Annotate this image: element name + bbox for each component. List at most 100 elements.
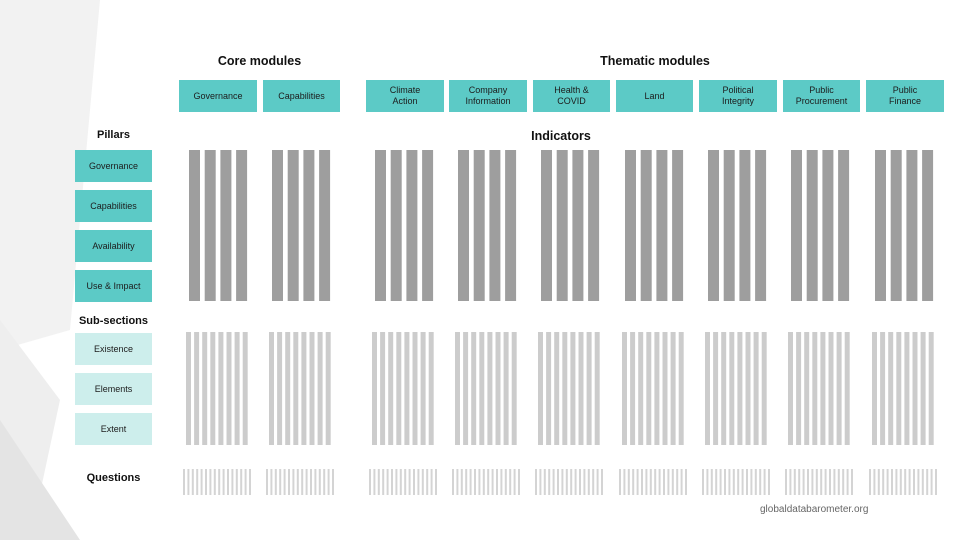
question-bar — [815, 469, 818, 495]
module-climate-action: Climate Action — [366, 80, 444, 112]
question-bar — [452, 469, 454, 495]
subsection-bar — [761, 332, 767, 445]
question-bar — [561, 469, 564, 495]
question-bar — [548, 469, 551, 495]
question-bar — [292, 469, 295, 495]
question-bar — [658, 469, 661, 495]
indicator-bar — [220, 150, 232, 301]
question-bar — [724, 469, 726, 495]
question-bar — [395, 469, 398, 495]
subsection-bar — [753, 332, 759, 445]
subsection-bar — [638, 332, 644, 445]
question-bar — [270, 469, 273, 495]
question-bar — [435, 469, 437, 495]
question-bar — [583, 469, 586, 495]
subsection-bar — [622, 332, 627, 445]
question-bar — [746, 469, 748, 495]
subsection-bar — [912, 332, 918, 445]
question-bar — [487, 469, 490, 495]
question-bar — [244, 469, 247, 495]
subsection-bar — [269, 332, 274, 445]
question-bar — [601, 469, 603, 495]
question-bar — [288, 469, 290, 495]
question-bar — [715, 469, 718, 495]
question-bar — [240, 469, 243, 495]
indicator-bar — [906, 150, 918, 301]
indicator-bar — [672, 150, 684, 301]
subsection-bar — [412, 332, 418, 445]
question-bar — [706, 469, 709, 495]
subsection-bar — [554, 332, 560, 445]
subsection-bar — [570, 332, 576, 445]
indicator-bar — [189, 150, 200, 301]
subsection-bar — [586, 332, 592, 445]
pillar-use-impact: Use & Impact — [75, 270, 152, 302]
question-bar — [513, 469, 516, 495]
indicator-bar — [236, 150, 248, 301]
question-bar — [456, 469, 459, 495]
subsection-bar — [812, 332, 818, 445]
subsection-bar — [309, 332, 315, 445]
subsection-extent: Extent — [75, 413, 152, 445]
subsection-bar — [487, 332, 493, 445]
question-bar — [191, 469, 194, 495]
subsection-bar — [670, 332, 676, 445]
subsection-bar — [503, 332, 509, 445]
question-bar — [539, 469, 542, 495]
subsection-bar — [630, 332, 636, 445]
subsection-bar — [721, 332, 727, 445]
subsection-bar — [820, 332, 826, 445]
indicator-bar — [588, 150, 600, 301]
questions-label: Questions — [86, 472, 141, 484]
indicator-bar — [572, 150, 584, 301]
question-bar — [737, 469, 740, 495]
question-bar — [935, 469, 937, 495]
subsection-bar — [662, 332, 668, 445]
question-bar — [504, 469, 507, 495]
question-bar — [619, 469, 621, 495]
question-bar — [886, 469, 889, 495]
question-bar — [592, 469, 595, 495]
subsection-bar — [904, 332, 910, 445]
subsection-bar — [788, 332, 793, 445]
indicator-bar — [625, 150, 636, 301]
question-bar — [274, 469, 277, 495]
pillar-availability: Availability — [75, 230, 152, 262]
question-bar — [750, 469, 753, 495]
subsection-bar — [796, 332, 802, 445]
indicator-bar — [422, 150, 434, 301]
subsection-bar — [880, 332, 886, 445]
question-bar — [627, 469, 630, 495]
question-bar — [413, 469, 415, 495]
question-bar — [296, 469, 299, 495]
question-bar — [623, 469, 626, 495]
subsection-bar — [495, 332, 501, 445]
footer-url: globaldatabarometer.org — [760, 504, 869, 515]
question-bar — [552, 469, 555, 495]
module-company-information: Company Information — [449, 80, 527, 112]
question-bar — [478, 469, 481, 495]
pillar-governance: Governance — [75, 150, 152, 182]
subsection-bar — [836, 332, 842, 445]
question-bar — [820, 469, 823, 495]
indicators-heading: Indicators — [531, 129, 591, 143]
indicator-bar — [272, 150, 283, 301]
indicator-bar — [287, 150, 299, 301]
subsection-bar — [285, 332, 291, 445]
subsection-bar — [713, 332, 719, 445]
question-bar — [754, 469, 757, 495]
question-bar — [926, 469, 929, 495]
question-bar — [426, 469, 429, 495]
module-land: Land — [616, 80, 693, 112]
module-core-governance: Governance — [179, 80, 257, 112]
pillar-capabilities: Capabilities — [75, 190, 152, 222]
subsection-bar — [186, 332, 191, 445]
module-public-finance: Public Finance — [866, 80, 944, 112]
subsection-bar — [242, 332, 248, 445]
indicator-bar — [406, 150, 418, 301]
indicator-bar — [922, 150, 934, 301]
subsection-bar — [578, 332, 584, 445]
subsections-label: Sub-sections — [78, 315, 149, 327]
core-modules-heading: Core modules — [217, 54, 302, 68]
